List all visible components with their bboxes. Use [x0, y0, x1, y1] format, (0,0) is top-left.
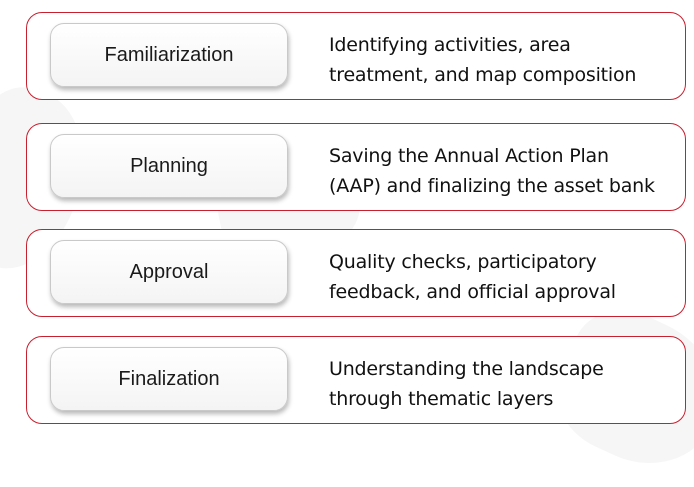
stage-card-planning: Planning Saving the Annual Action Plan (…	[26, 123, 686, 211]
stage-card-approval: Approval Quality checks, participatory f…	[26, 229, 686, 317]
stage-label: Familiarization	[50, 23, 288, 87]
stage-description-line: through thematic layers	[329, 388, 554, 410]
stage-label: Planning	[50, 134, 288, 198]
stage-card-finalization: Finalization Understanding the landscape…	[26, 336, 686, 424]
stage-label: Finalization	[50, 347, 288, 411]
stage-description-line: Understanding the landscape	[329, 358, 604, 380]
stage-description-line: Saving the Annual Action Plan	[329, 145, 609, 167]
stage-description-line: (AAP) and finalizing the asset bank	[329, 175, 655, 197]
stage-description-line: Quality checks, participatory	[329, 251, 597, 273]
stage-label: Approval	[50, 240, 288, 304]
stage-description: Understanding the landscape through them…	[329, 354, 679, 414]
stage-description: Identifying activities, area treatment, …	[329, 30, 679, 90]
stage-card-familiarization: Familiarization Identifying activities, …	[26, 12, 686, 100]
stage-description-line: Identifying activities, area	[329, 34, 571, 56]
stage-description-line: feedback, and official approval	[329, 281, 616, 303]
stage-description-line: treatment, and map composition	[329, 64, 637, 86]
stage-description: Quality checks, participatory feedback, …	[329, 247, 679, 307]
stage-description: Saving the Annual Action Plan (AAP) and …	[329, 141, 679, 201]
